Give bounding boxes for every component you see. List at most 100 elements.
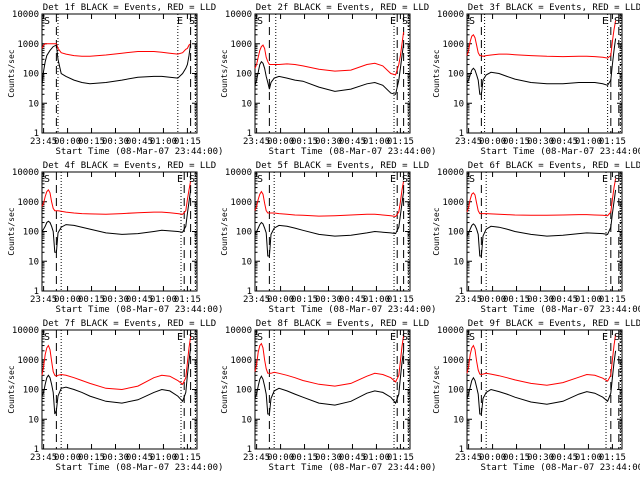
lld-series-line (41, 180, 192, 215)
y-tick-label: 1 (247, 445, 252, 455)
x-tick-label: 01:15 (174, 137, 201, 147)
y-tick-label: 10000 (12, 10, 39, 20)
x-tick-label: 00:00 (267, 295, 294, 305)
x-tick-label: 00:00 (54, 453, 81, 463)
x-tick-label: 00:45 (339, 295, 366, 305)
lld-series-line (466, 334, 617, 386)
chart-panel: Det 8f BLACK = Events, RED = LLD 1 10 100 10… (220, 319, 436, 473)
x-tick-label: 00:15 (78, 453, 105, 463)
y-tick-label: 10 (28, 415, 39, 425)
x-tick-label: 01:00 (575, 137, 602, 147)
y-tick-label: 100 (448, 228, 464, 238)
x-tick-label: 23:45 (455, 137, 482, 147)
x-tick-label: 00:45 (551, 453, 578, 463)
chart-title: Det 6f BLACK = Events, RED = LLD (468, 161, 640, 171)
x-tick-label: 01:00 (363, 137, 390, 147)
lld-series-line (466, 20, 617, 59)
start-marker: S (614, 16, 620, 27)
y-axis-label: Counts/sec (220, 365, 229, 413)
y-tick-label: 10 (241, 99, 252, 109)
chart-title: Det 2f BLACK = Events, RED = LLD (256, 3, 429, 13)
y-axis-label: Counts/sec (7, 49, 16, 97)
y-tick-label: 10000 (225, 10, 252, 20)
x-tick-label: 00:15 (291, 453, 318, 463)
x-tick-label: 00:30 (102, 137, 129, 147)
events-series-line (254, 191, 405, 257)
x-tick-label: 01:00 (363, 295, 390, 305)
x-tick-label: 00:00 (54, 295, 81, 305)
y-tick-label: 10000 (225, 326, 252, 336)
x-tick-label: 00:15 (291, 137, 318, 147)
events-series-line (254, 43, 405, 95)
x-tick-label: 00:00 (479, 295, 506, 305)
start-marker: S (614, 174, 620, 185)
x-axis-label: Start Time (08-Mar-07 23:44:00) (56, 147, 224, 157)
start-marker: S (257, 16, 263, 27)
x-axis-label: Start Time (08-Mar-07 23:44:00) (56, 463, 224, 473)
events-series-line (466, 189, 617, 257)
x-tick-label: 00:45 (126, 137, 153, 147)
y-tick-label: 1000 (230, 198, 252, 208)
x-tick-label: 01:15 (599, 295, 626, 305)
y-tick-label: 10 (453, 415, 464, 425)
x-tick-label: 00:45 (339, 137, 366, 147)
events-series-line (41, 347, 192, 415)
lld-series-line (254, 31, 405, 76)
y-tick-label: 1000 (442, 198, 464, 208)
lld-series-line (41, 336, 192, 391)
x-tick-label: 23:45 (30, 295, 57, 305)
x-tick-label: 00:30 (315, 137, 342, 147)
chart-panel: Det 1f BLACK = Events, RED = LLD 1 10 100 10… (7, 3, 223, 157)
y-tick-label: 100 (23, 386, 39, 396)
chart-panel: Det 2f BLACK = Events, RED = LLD 1 10 100 10… (220, 3, 436, 157)
y-tick-label: 10000 (437, 326, 464, 336)
x-tick-label: 00:30 (527, 137, 554, 147)
start-marker: S (469, 174, 475, 185)
lld-series-line (254, 180, 405, 218)
y-tick-label: 1 (459, 445, 464, 455)
x-tick-label: 23:45 (30, 453, 57, 463)
chart-title: Det 5f BLACK = Events, RED = LLD (256, 161, 429, 171)
y-tick-label: 10000 (12, 326, 39, 336)
x-tick-label: 23:45 (243, 453, 270, 463)
end-marker: E (602, 16, 608, 27)
plot-frame (254, 171, 411, 292)
x-tick-label: 00:30 (315, 295, 342, 305)
chart-panel: Det 7f BLACK = Events, RED = LLD 1 10 100 10… (7, 319, 223, 473)
y-tick-label: 1 (247, 129, 252, 139)
start-marker: S (257, 332, 263, 343)
start-marker: S (402, 174, 408, 185)
x-axis-label: Start Time (08-Mar-07 23:44:00) (269, 305, 437, 315)
x-tick-label: 01:15 (599, 137, 626, 147)
y-tick-label: 1 (459, 129, 464, 139)
end-marker: E (602, 332, 608, 343)
x-tick-label: 00:00 (54, 137, 81, 147)
y-tick-label: 1000 (442, 40, 464, 50)
plot-frame (466, 13, 623, 134)
end-marker: E (177, 332, 183, 343)
x-tick-label: 00:00 (479, 453, 506, 463)
x-tick-label: 00:15 (291, 295, 318, 305)
end-marker: E (390, 332, 396, 343)
y-tick-label: 1000 (17, 356, 39, 366)
y-tick-label: 1 (34, 129, 39, 139)
y-tick-label: 10 (453, 257, 464, 267)
x-tick-label: 00:30 (527, 453, 554, 463)
plot-frame (254, 329, 411, 450)
x-tick-label: 01:00 (575, 295, 602, 305)
chart-panel: Det 6f BLACK = Events, RED = LLD 1 10 100 10… (432, 161, 640, 315)
start-marker: S (44, 16, 50, 27)
x-tick-label: 01:15 (387, 453, 414, 463)
y-tick-label: 10000 (225, 168, 252, 178)
y-axis-label: Counts/sec (432, 365, 441, 413)
y-tick-label: 1000 (230, 40, 252, 50)
x-axis-label: Start Time (08-Mar-07 23:44:00) (269, 463, 437, 473)
x-tick-label: 00:45 (551, 295, 578, 305)
x-tick-label: 00:30 (102, 453, 129, 463)
x-tick-label: 01:00 (363, 453, 390, 463)
chart-title: Det 7f BLACK = Events, RED = LLD (43, 319, 216, 329)
y-tick-label: 10000 (12, 168, 39, 178)
events-series-line (254, 350, 405, 415)
y-tick-label: 1 (247, 287, 252, 297)
y-axis-label: Counts/sec (432, 49, 441, 97)
